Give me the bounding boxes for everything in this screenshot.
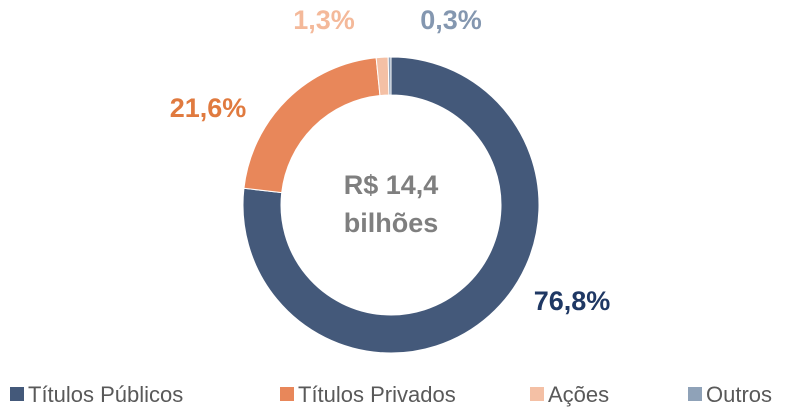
center-label: bilhões [344,208,439,238]
value-label: 76,8% [534,286,611,316]
value-label: 0,3% [420,5,482,35]
center-label: R$ 14,4 [344,170,439,200]
legend-label: Outros [706,382,772,407]
legend-swatch [688,387,702,401]
legend-label: Ações [548,382,609,407]
donut-slice [242,56,540,354]
value-label: 1,3% [293,5,355,35]
legend-swatch [530,387,544,401]
value-label: 21,6% [170,93,247,123]
legend-label: Títulos Privados [298,382,456,407]
donut-slice [387,56,392,96]
legend-swatch [280,387,294,401]
legend-swatch [10,387,24,401]
legend-label: Títulos Públicos [28,382,183,407]
